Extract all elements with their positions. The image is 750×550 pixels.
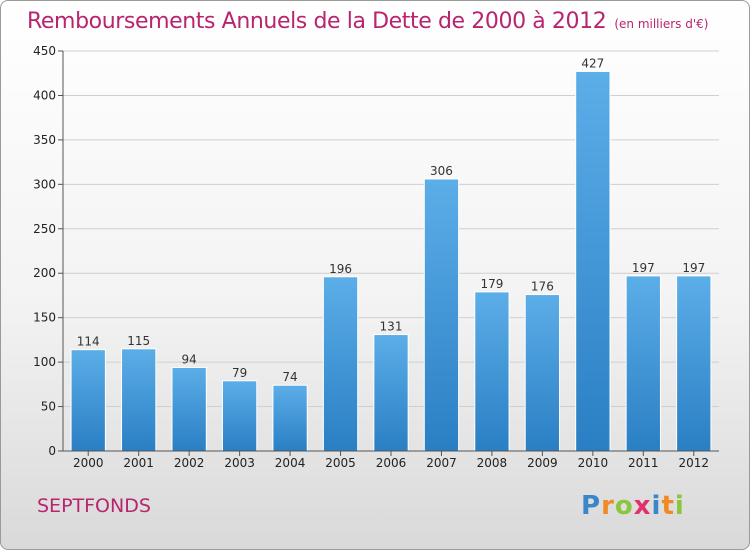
- logo-letter: i: [651, 491, 662, 521]
- y-tick-label: 150: [33, 311, 56, 325]
- logo-letter: P: [581, 491, 602, 521]
- bar: [423, 178, 460, 452]
- data-label: 197: [632, 261, 655, 275]
- bar: [221, 380, 258, 452]
- logo-letter: o: [614, 491, 634, 521]
- logo-letter: t: [661, 491, 675, 521]
- chart-title: Remboursements Annuels de la Dette de 20…: [27, 9, 708, 34]
- x-tick-label: 2012: [678, 456, 709, 470]
- commune-name: SEPTFONDS: [37, 495, 151, 517]
- x-tick-label: 2009: [527, 456, 558, 470]
- x-tick-label: 2006: [376, 456, 407, 470]
- bar: [322, 276, 359, 452]
- chart-subtitle: (en milliers d'€): [614, 17, 709, 31]
- axes: 0 50 100 150 200 250 300 350 400 450 2000 2001 2002 2…: [33, 44, 719, 470]
- x-tick-label: 2001: [123, 456, 154, 470]
- bar: [575, 70, 611, 452]
- bar: [121, 348, 157, 452]
- bar: [474, 291, 510, 452]
- y-tick-label: 300: [33, 177, 56, 191]
- data-label: 427: [581, 56, 604, 70]
- y-tick-label: 400: [33, 88, 56, 102]
- bars: 114 115 94 79 74 196 131 306 179 176 427 197 197: [70, 56, 712, 452]
- x-tick-label: 2002: [174, 456, 205, 470]
- y-tick-label: 0: [48, 444, 56, 458]
- logo-letter: x: [633, 491, 652, 521]
- data-label: 176: [531, 280, 554, 294]
- bar: [272, 384, 308, 452]
- bar: [373, 334, 409, 452]
- data-label: 306: [430, 164, 453, 178]
- data-label: 197: [682, 261, 705, 275]
- data-label: 115: [127, 334, 150, 348]
- data-label: 131: [380, 320, 403, 334]
- bar: [524, 294, 561, 452]
- x-tick-label: 2005: [325, 456, 356, 470]
- logo-letter: r: [601, 491, 615, 521]
- chart-title-text: Remboursements Annuels de la Dette de 20…: [27, 9, 607, 34]
- x-tick-label: 2008: [477, 456, 508, 470]
- data-label: 94: [182, 352, 197, 366]
- data-label: 79: [232, 366, 247, 380]
- x-tick-label: 2004: [275, 456, 306, 470]
- data-label: 179: [480, 277, 503, 291]
- x-tick-label: 2003: [224, 456, 255, 470]
- data-label: 196: [329, 262, 352, 276]
- bar: [70, 349, 106, 452]
- y-tick-label: 200: [33, 266, 56, 280]
- data-label: 114: [77, 335, 100, 349]
- logo-letter: i: [674, 491, 685, 521]
- bar: [625, 275, 661, 452]
- y-tick-label: 50: [41, 400, 56, 414]
- x-tick-label: 2010: [578, 456, 609, 470]
- proxiti-logo: Proxiti: [581, 491, 685, 521]
- x-tick-label: 2000: [73, 456, 104, 470]
- data-label: 74: [282, 370, 297, 384]
- y-tick-label: 100: [33, 355, 56, 369]
- y-tick-label: 250: [33, 222, 56, 236]
- x-tick-label: 2011: [628, 456, 659, 470]
- y-tick-label: 450: [33, 44, 56, 58]
- bar: [171, 366, 207, 452]
- bar: [676, 275, 712, 452]
- y-tick-label: 350: [33, 133, 56, 147]
- x-tick-label: 2007: [426, 456, 457, 470]
